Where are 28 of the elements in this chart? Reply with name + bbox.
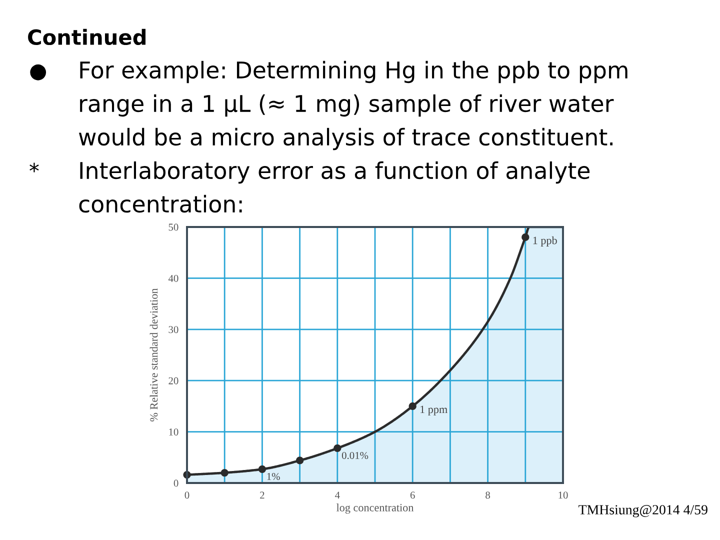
- x-tick-label: 8: [486, 492, 490, 499]
- annotation: 0.01%: [342, 452, 368, 460]
- point: [408, 402, 416, 410]
- point: [522, 233, 530, 242]
- y-tick-label: 0: [174, 480, 178, 487]
- point: [334, 444, 342, 452]
- y-tick-label: 30: [168, 326, 178, 334]
- y-tick-label: 10: [169, 428, 178, 436]
- x-tick-label: 6: [410, 492, 415, 499]
- x-tick-label: 2: [260, 492, 264, 499]
- annotation: 1 ppm: [420, 406, 448, 416]
- x-tick-label: 4: [335, 492, 340, 499]
- text: * Interlaboratory error as a function of analyte concentration:: [30, 161, 590, 213]
- x-tick-label: 10: [558, 492, 568, 499]
- x-axis-title: log concentration: [336, 504, 414, 514]
- annotation: 1%: [267, 472, 280, 480]
- x-tick-label: 0: [184, 492, 190, 499]
- point: [296, 456, 304, 464]
- y-tick-label: 40: [168, 274, 178, 282]
- point: [220, 468, 228, 477]
- y-tick-label: 50: [168, 224, 178, 231]
- point: [258, 465, 266, 473]
- annotation: 1 ppb: [533, 236, 557, 246]
- text: TMHsiung@2014 4/59: [578, 505, 708, 518]
- chart-title: Continued: [28, 28, 146, 46]
- text: ● For example: Determining Hg in the ppb to ppm range in a 1 μL (≈ 1 mg) sample of river water would be a micro analysis of trace constituent.: [30, 60, 628, 150]
- y-axis-title: % Relative standard deviation: [150, 288, 158, 422]
- y-tick-label: 20: [168, 377, 178, 384]
